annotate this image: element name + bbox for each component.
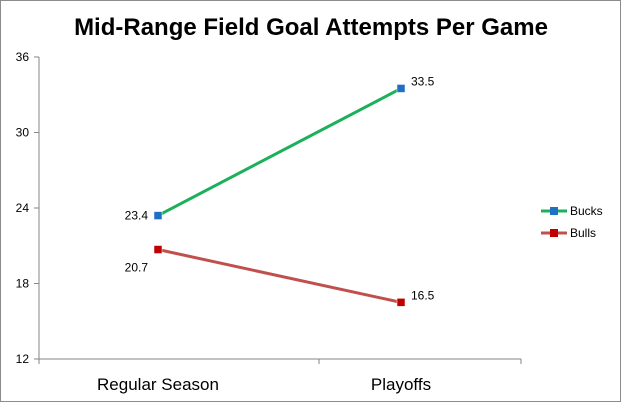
legend-label-bulls: Bulls	[570, 226, 596, 240]
axes: 12 18 24 30 36 Regular Season Playoffs	[16, 50, 522, 394]
y-tick-label: 18	[16, 277, 30, 291]
x-tick-label: Regular Season	[97, 375, 219, 394]
y-tick-label: 24	[16, 201, 30, 215]
data-point-marker	[396, 84, 406, 93]
chart-title: Mid-Range Field Goal Attempts Per Game	[74, 14, 548, 41]
legend-marker-bucks	[550, 207, 558, 215]
data-point-marker	[396, 298, 406, 307]
x-tick-label: Playoffs	[371, 375, 431, 394]
data-point-marker	[153, 211, 163, 220]
data-label: 20.7	[125, 261, 149, 275]
legend-label-bucks: Bucks	[570, 204, 603, 218]
legend-marker-bulls	[550, 229, 558, 237]
series-line-bulls	[157, 248, 402, 304]
data-label: 23.4	[125, 209, 149, 223]
legend: Bucks Bulls	[541, 204, 603, 240]
series-line-bucks	[157, 87, 402, 217]
y-tick-label: 12	[16, 352, 30, 366]
series-lines: 23.4 33.5 20.7 16.5	[125, 74, 435, 307]
y-tick-label: 30	[16, 126, 30, 140]
data-label: 33.5	[411, 74, 435, 88]
y-tick-label: 36	[16, 50, 30, 64]
data-label: 16.5	[411, 288, 435, 302]
data-point-marker	[153, 245, 163, 254]
